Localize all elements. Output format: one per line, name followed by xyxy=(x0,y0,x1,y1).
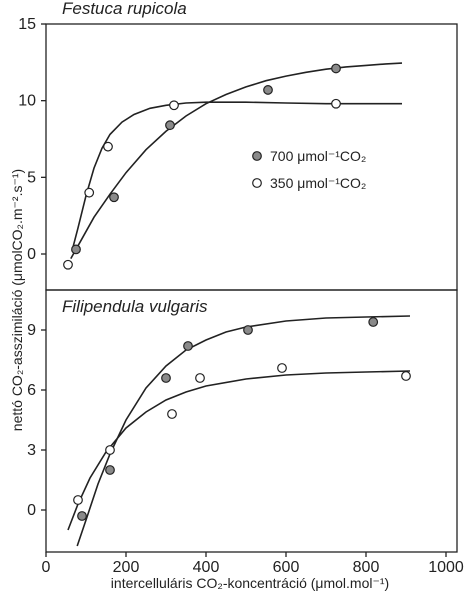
festuca-fit-700 xyxy=(70,62,403,259)
filipendula-point-350 xyxy=(277,363,287,373)
filipendula-x-tick-label: 800 xyxy=(353,559,380,576)
filipendula-point-350 xyxy=(73,495,83,505)
festuca-point-700 xyxy=(331,63,341,74)
festuca-y-tick-label: 10 xyxy=(18,93,36,110)
filipendula-panel: Filipendula vulgaris 0 3 6 9 0 200 400 600 800 100… xyxy=(27,289,464,576)
filipendula-fit-700 xyxy=(76,315,411,547)
filipendula-point-700 xyxy=(368,317,379,327)
legend-marker-350 xyxy=(252,178,262,188)
filipendula-point-350 xyxy=(401,371,411,381)
filipendula-y-tick-label: 9 xyxy=(27,322,36,339)
festuca-point-350 xyxy=(103,141,113,152)
filipendula-x-tick-label: 1000 xyxy=(428,559,464,576)
filipendula-x-tick-label: 0 xyxy=(42,559,51,576)
filipendula-point-350 xyxy=(195,373,205,383)
festuca-y-tick-label: 0 xyxy=(27,246,36,263)
filipendula-point-350 xyxy=(167,409,177,419)
filipendula-y-tick-label: 6 xyxy=(27,382,36,399)
festuca-panel: Festuca rupicola 0 5 10 15 xyxy=(18,0,458,291)
filipendula-point-700 xyxy=(77,511,87,521)
legend: 700 μmol⁻¹CO₂ 350 μmol⁻¹CO₂ xyxy=(252,148,366,191)
filipendula-point-700 xyxy=(183,341,193,351)
festuca-point-350 xyxy=(84,187,95,198)
filipendula-y-tick-label: 3 xyxy=(27,442,36,459)
festuca-y-tick-label: 15 xyxy=(18,16,36,33)
filipendula-title: Filipendula vulgaris xyxy=(62,297,208,316)
festuca-point-700 xyxy=(71,244,81,255)
filipendula-x-tick-label: 400 xyxy=(193,559,220,576)
festuca-fit-350 xyxy=(71,101,402,252)
y-axis-label: nettó CO₂-asszimiláció (μmolCO₂.m⁻².s⁻¹) xyxy=(9,169,25,431)
festuca-point-350 xyxy=(63,259,73,270)
legend-label-350: 350 μmol⁻¹CO₂ xyxy=(270,175,366,191)
filipendula-fit-350 xyxy=(67,370,411,531)
festuca-point-350 xyxy=(169,100,179,111)
filipendula-point-350 xyxy=(105,445,115,455)
festuca-title: Festuca rupicola xyxy=(62,0,187,18)
festuca-point-700 xyxy=(263,85,273,95)
filipendula-point-700 xyxy=(105,465,115,475)
festuca-point-700 xyxy=(165,120,175,131)
filipendula-y-tick-label: 0 xyxy=(27,502,36,519)
filipendula-point-700 xyxy=(161,373,171,383)
filipendula-point-700 xyxy=(243,325,253,335)
legend-label-700: 700 μmol⁻¹CO₂ xyxy=(270,148,366,164)
festuca-point-700 xyxy=(109,192,119,203)
filipendula-x-tick-label: 600 xyxy=(273,559,300,576)
x-axis-label: intercelluláris CO₂-koncentráció (μmol.m… xyxy=(111,575,389,591)
legend-marker-700 xyxy=(252,151,262,161)
filipendula-x-tick-label: 200 xyxy=(113,559,140,576)
festuca-y-tick-label: 5 xyxy=(27,169,36,186)
filipendula-frame xyxy=(45,289,458,553)
festuca-point-350 xyxy=(331,98,341,109)
